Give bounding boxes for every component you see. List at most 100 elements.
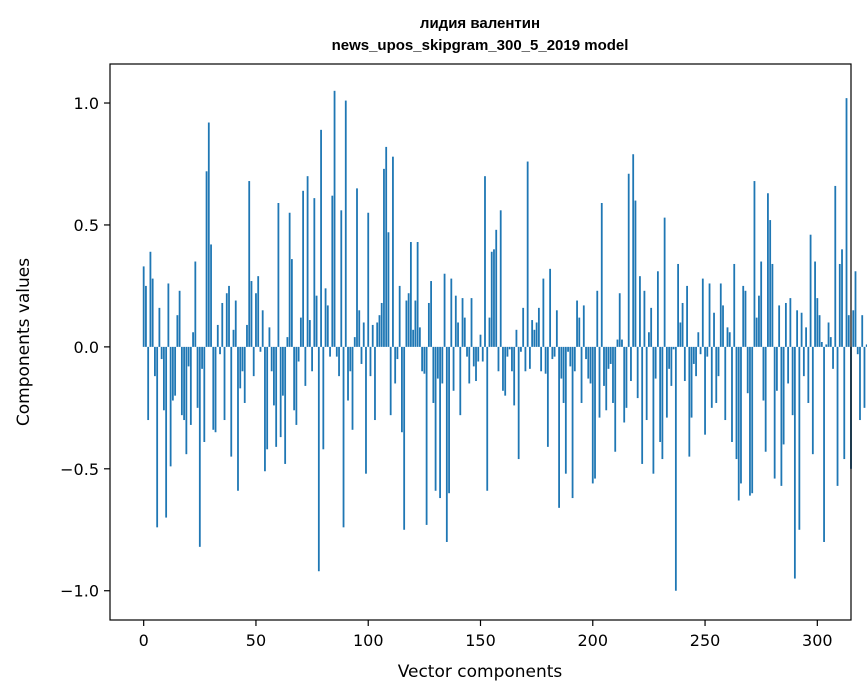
bar-195: [580, 346, 583, 403]
bar-27: [203, 346, 206, 442]
bar-104: [376, 322, 379, 347]
bar-318: [856, 346, 859, 355]
y-tick-label: 0.0: [74, 338, 99, 357]
bar-72: [304, 346, 307, 386]
bar-298: [811, 346, 814, 455]
bar-249: [701, 278, 704, 347]
bar-217: [630, 346, 632, 382]
bar-230: [659, 346, 662, 442]
bar-304: [825, 344, 828, 347]
bar-308: [834, 185, 837, 347]
bar-133: [441, 346, 444, 384]
bar-42: [237, 346, 239, 491]
bar-155: [490, 251, 493, 347]
bar-6: [156, 346, 159, 528]
bar-14: [174, 346, 177, 396]
bar-100: [367, 212, 370, 347]
bar-307: [832, 346, 834, 369]
bar-151: [481, 346, 484, 362]
bar-250: [704, 346, 706, 435]
bar-67: [293, 346, 296, 411]
bar-159: [499, 210, 502, 347]
bar-115: [401, 346, 403, 433]
bar-216: [627, 173, 630, 347]
bar-206: [605, 346, 608, 411]
bar-89: [342, 346, 345, 528]
bar-44: [241, 346, 244, 372]
bar-59: [275, 346, 278, 447]
bar-229: [656, 271, 659, 347]
bar-99: [365, 346, 367, 474]
bar-116: [403, 346, 406, 530]
bar-110: [389, 346, 392, 416]
bar-148: [475, 346, 477, 382]
bar-91: [347, 346, 349, 401]
bar-322: [865, 344, 867, 347]
bar-299: [814, 261, 816, 347]
bar-39: [230, 346, 233, 457]
bar-288: [789, 298, 792, 347]
bar-49: [252, 346, 255, 377]
bar-273: [755, 317, 758, 347]
y-tick-label: −1.0: [60, 582, 99, 601]
bar-187: [562, 346, 565, 403]
bar-213: [621, 339, 623, 347]
bar-185: [558, 346, 560, 508]
bar-47: [248, 181, 251, 347]
bar-241: [683, 346, 686, 382]
bar-146: [470, 298, 473, 347]
bar-32: [214, 346, 217, 433]
bar-12: [169, 346, 172, 467]
bar-259: [724, 346, 727, 421]
bar-16: [178, 290, 181, 347]
bar-235: [670, 346, 673, 386]
bar-87: [338, 346, 340, 377]
bar-255: [715, 346, 718, 403]
bar-293: [800, 312, 803, 347]
bar-37: [225, 293, 228, 347]
bar-223: [643, 290, 646, 347]
bar-196: [582, 305, 585, 347]
bar-280: [771, 263, 774, 347]
y-axis-label: Components values: [14, 258, 34, 426]
bar-220: [636, 346, 639, 399]
bar-233: [665, 346, 668, 418]
bar-5: [154, 346, 156, 377]
bar-174: [533, 329, 536, 347]
bar-245: [692, 346, 695, 364]
bars-group: [142, 90, 867, 591]
bar-285: [782, 346, 785, 445]
bar-150: [479, 334, 482, 347]
bar-254: [713, 312, 715, 347]
bar-51: [257, 276, 260, 347]
bar-60: [277, 203, 280, 347]
bar-124: [421, 346, 424, 372]
bar-311: [841, 249, 843, 347]
bar-191: [571, 346, 574, 499]
bar-204: [600, 203, 603, 347]
bar-123: [418, 327, 421, 347]
bar-287: [787, 346, 790, 384]
bar-101: [369, 346, 372, 377]
bar-281: [773, 346, 776, 479]
bar-144: [466, 346, 468, 357]
bar-103: [374, 346, 376, 421]
bar-167: [517, 346, 520, 460]
plot-frame: [109, 63, 852, 621]
bar-88: [340, 210, 343, 347]
bar-20: [187, 346, 190, 367]
bar-175: [535, 322, 538, 347]
bar-78: [317, 346, 320, 572]
bar-9: [162, 346, 165, 411]
bar-290: [793, 346, 796, 579]
bar-267: [742, 285, 745, 347]
bar-73: [306, 176, 309, 347]
bar-237: [674, 346, 677, 591]
bar-261: [728, 332, 731, 347]
bar-226: [650, 307, 653, 347]
bar-203: [598, 346, 601, 418]
bar-186: [560, 346, 563, 379]
bar-256: [717, 346, 720, 377]
bar-314: [847, 315, 850, 347]
bar-248: [699, 346, 702, 355]
